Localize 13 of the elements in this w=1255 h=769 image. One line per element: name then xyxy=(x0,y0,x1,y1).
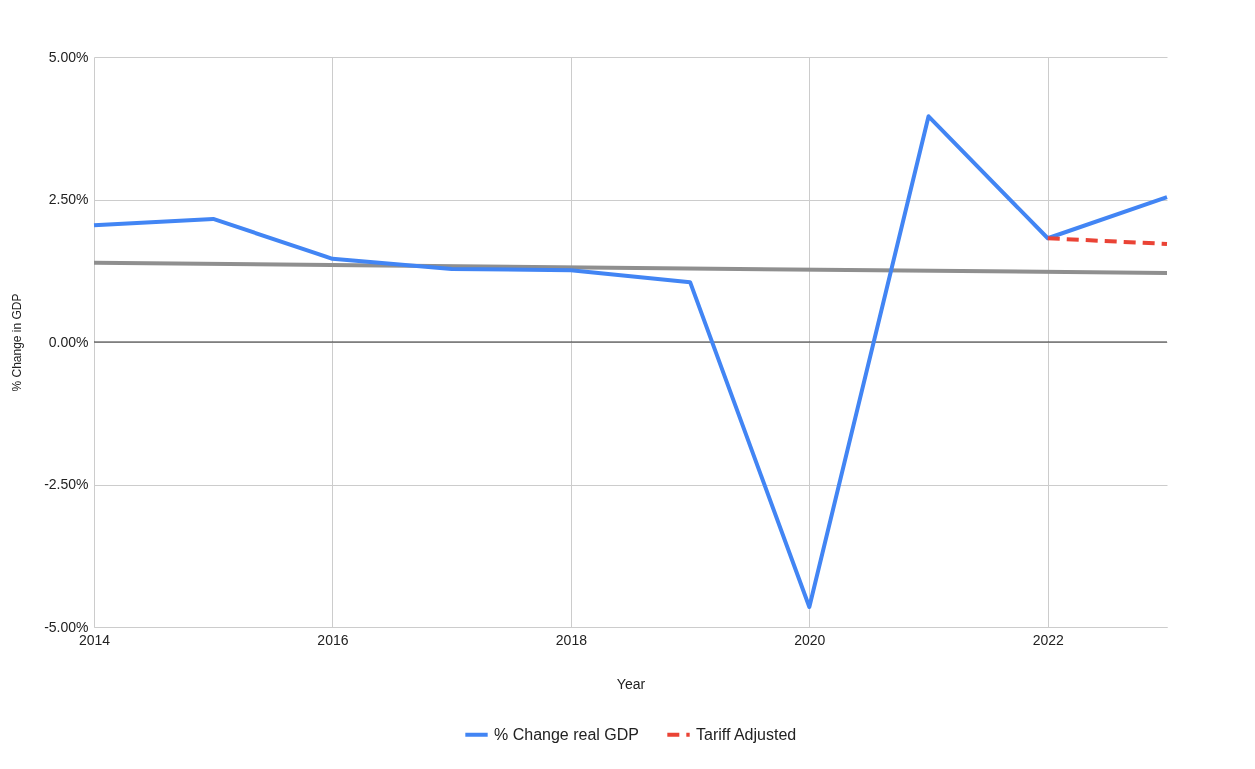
y-tick-label: 5.00% xyxy=(48,48,89,65)
x-axis-title: Year xyxy=(616,675,646,692)
y-tick-label: -2.50% xyxy=(44,476,89,492)
y-tick-label: 2.50% xyxy=(48,191,89,207)
line-series xyxy=(92,114,1169,610)
legend-label: % Change real GDP xyxy=(494,725,639,743)
x-tick-label: 2022 xyxy=(1032,631,1065,648)
x-tick-label: 2020 xyxy=(794,631,826,648)
x-tick-label: 2016 xyxy=(317,631,349,648)
y-axis-title: % Change in GDP xyxy=(10,293,25,392)
legend-label: Tariff Adjusted xyxy=(696,725,797,743)
y-tick-label: 0.00% xyxy=(48,333,89,350)
x-tick-label: 2018 xyxy=(555,631,588,648)
